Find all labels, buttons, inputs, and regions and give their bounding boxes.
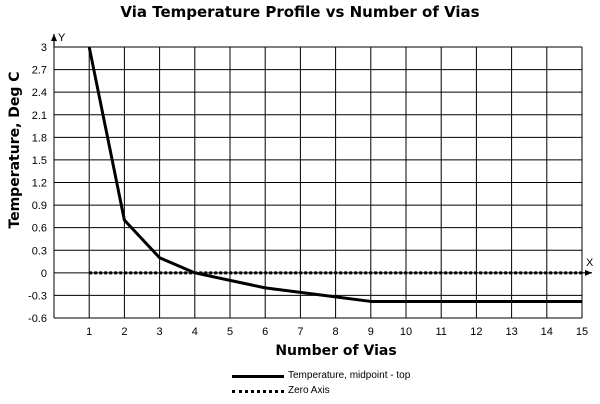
y-tick-label: 2.1 — [32, 110, 47, 122]
x-tick-label: 4 — [192, 326, 198, 338]
y-axis-arrow — [51, 34, 57, 41]
chart-title: Via Temperature Profile vs Number of Via… — [120, 3, 480, 21]
y-tick-label: 0.6 — [32, 223, 47, 235]
axes: YX — [51, 32, 594, 276]
y-axis-letter: Y — [58, 32, 66, 44]
x-tick-label: 6 — [262, 326, 268, 338]
x-axis-arrow — [585, 269, 592, 276]
y-tick-labels: 3 2.7 2.4 2.1 1.8 1.5 1.2 0.9 0.6 0.3 0 -0.3 -0.6 — [28, 42, 47, 325]
x-tick-labels: 1 2 3 4 5 6 7 8 9 10 11 12 13 14 15 — [86, 326, 588, 338]
legend-label-temperature: Temperature, midpoint - top — [288, 370, 411, 381]
x-axis-letter: X — [586, 257, 594, 269]
y-tick-label: 1.2 — [32, 178, 47, 190]
x-tick-label: 1 — [86, 326, 92, 338]
y-tick-label: 1.8 — [32, 132, 47, 144]
y-tick-label: 3 — [41, 42, 47, 54]
y-tick-label: 2.4 — [32, 87, 47, 99]
y-tick-label: 0.9 — [32, 200, 47, 212]
x-tick-label: 12 — [470, 326, 482, 338]
y-tick-label: 0 — [41, 268, 47, 280]
legend-swatch-solid — [232, 375, 284, 378]
x-axis-label: Number of Vias — [275, 343, 397, 359]
x-tick-label: 10 — [400, 326, 412, 338]
x-tick-label: 2 — [121, 326, 127, 338]
y-axis-label: Temperature, Deg C — [7, 71, 23, 229]
x-tick-label: 8 — [333, 326, 339, 338]
legend-swatch-dotted — [232, 390, 284, 393]
x-tick-label: 5 — [227, 326, 233, 338]
x-tick-label: 3 — [157, 326, 163, 338]
y-tick-label: -0.3 — [28, 290, 47, 302]
x-tick-label: 15 — [576, 326, 588, 338]
legend-label-zero-axis: Zero Axis — [288, 385, 330, 396]
x-tick-label: 11 — [435, 326, 446, 338]
y-tick-label: 0.3 — [32, 245, 47, 257]
x-tick-label: 7 — [297, 326, 303, 338]
x-tick-label: 9 — [368, 326, 374, 338]
y-tick-label: -0.6 — [28, 313, 47, 325]
series-lines — [87, 46, 583, 303]
grid-lines — [53, 46, 583, 319]
x-tick-label: 14 — [541, 326, 553, 338]
x-tick-label: 13 — [505, 326, 517, 338]
y-tick-label: 2.7 — [32, 65, 47, 77]
y-tick-label: 1.5 — [32, 155, 47, 167]
